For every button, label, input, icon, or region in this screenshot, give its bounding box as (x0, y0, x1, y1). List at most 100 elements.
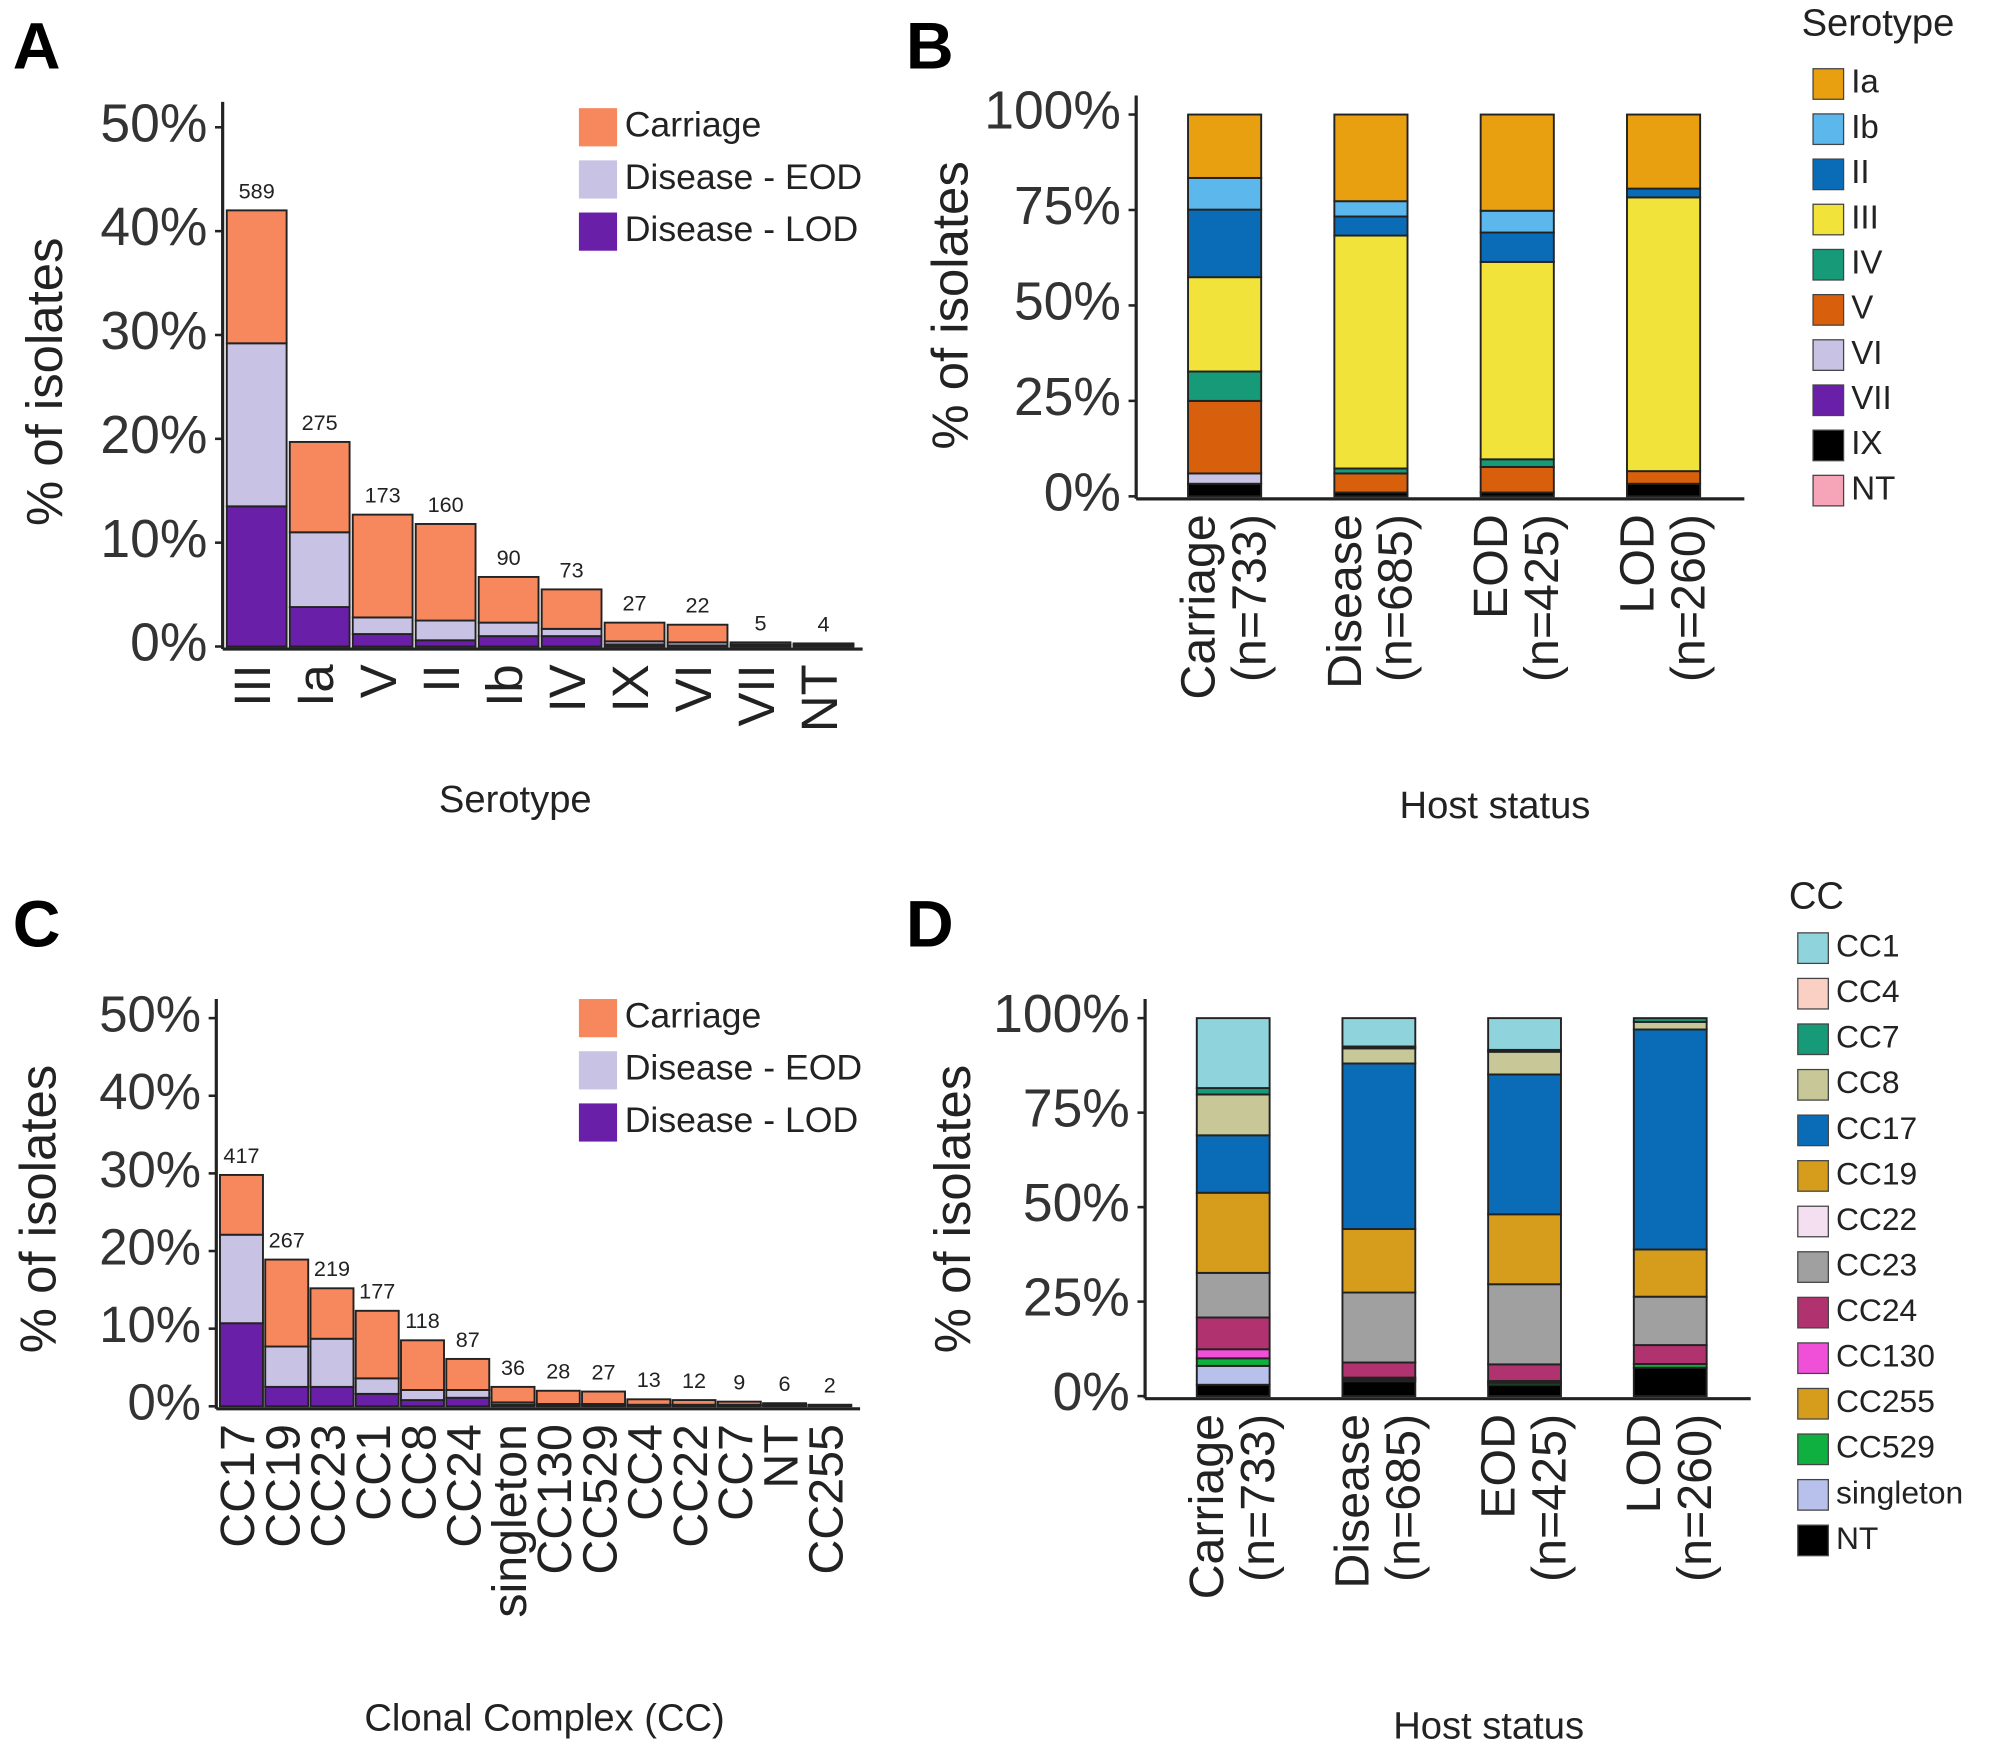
x-tick-label: CC19 (256, 1424, 310, 1548)
bar-segment (1187, 276, 1263, 373)
x-tick-sublabel: (n=260) (1661, 514, 1715, 682)
bar-segment (1632, 1020, 1708, 1031)
bar-total: 219 (314, 1256, 350, 1281)
bar-segment (1195, 1087, 1271, 1096)
x-tick-label: CC1 (347, 1424, 401, 1521)
bar-total: 73 (560, 557, 584, 582)
y-tick-label: 40% (99, 1063, 201, 1120)
bar-total: 275 (302, 410, 338, 435)
bar-segment (1195, 1271, 1271, 1319)
bar-segment (1333, 113, 1409, 203)
x-axis-label: Clonal Complex (CC) (364, 1697, 724, 1740)
bar-segment (1487, 1073, 1562, 1216)
bar-total: 589 (239, 178, 275, 203)
x-tick-label: VII (728, 664, 785, 726)
y-tick-label: 25% (1014, 368, 1121, 427)
bar-segment (354, 1309, 400, 1380)
bar-total: 13 (637, 1367, 661, 1392)
bar-segment (1341, 1062, 1417, 1230)
bar-total: 12 (682, 1368, 706, 1393)
bar-segment (477, 575, 540, 624)
legend-swatch (1797, 1387, 1829, 1420)
bar-segment (1195, 1093, 1271, 1137)
legend-label: CC23 (1836, 1246, 1917, 1282)
x-tick-label: III (224, 664, 281, 706)
legend-swatch (578, 108, 618, 147)
x-tick-label: NT (754, 1424, 808, 1488)
legend-label: II (1851, 154, 1869, 191)
bar-segment (354, 1377, 400, 1395)
legend-label: CC8 (1836, 1064, 1900, 1100)
y-tick-label: 40% (100, 198, 207, 257)
legend-swatch (1797, 1023, 1829, 1056)
y-tick-label: 0% (1044, 463, 1121, 522)
bar-segment (716, 1400, 762, 1406)
bar-segment (1195, 1364, 1271, 1386)
bar-segment (1487, 1283, 1562, 1366)
panel-letter: D (906, 888, 954, 962)
bar-segment (1195, 1316, 1271, 1351)
legend-label: CC24 (1836, 1292, 1917, 1328)
x-tick-sublabel: (n=733) (1231, 1414, 1285, 1582)
bar-segment (535, 1389, 581, 1405)
bar-segment (666, 623, 729, 644)
bar-segment (1632, 1017, 1708, 1023)
bar-segment (414, 523, 477, 622)
x-tick-label: II (413, 664, 470, 692)
bar-segment (807, 1403, 853, 1408)
legend-label: Carriage (625, 105, 762, 145)
x-tick-label: CC7 (709, 1424, 763, 1521)
y-tick-label: 0% (128, 1374, 202, 1431)
legend-swatch (1797, 1433, 1829, 1466)
bar-segment (1187, 399, 1263, 475)
x-tick-sublabel: (n=733) (1222, 514, 1276, 682)
bar-segment (671, 1399, 717, 1406)
legend-label: CC7 (1836, 1019, 1900, 1055)
bar-segment (1479, 458, 1555, 468)
legend-label: V (1851, 290, 1873, 327)
bar-segment (477, 635, 540, 648)
bar-total: 267 (269, 1227, 305, 1252)
y-tick-label: 50% (99, 986, 201, 1043)
legend-swatch (1812, 113, 1845, 146)
bar-segment (219, 1173, 264, 1236)
bar-segment (792, 642, 855, 646)
legend-label: IV (1851, 244, 1882, 281)
legend-swatch (578, 212, 618, 251)
bar-segment (1626, 470, 1702, 485)
bar-segment (1195, 1017, 1271, 1090)
legend-swatch (1797, 1114, 1829, 1147)
legend-swatch (1812, 474, 1845, 507)
bar-segment (1479, 231, 1555, 263)
bar-segment (1187, 472, 1263, 485)
bar-segment (1632, 1028, 1708, 1251)
x-tick-label: CC22 (664, 1424, 718, 1548)
legend-swatch (1812, 293, 1845, 326)
legend-swatch (1797, 1205, 1829, 1238)
bar-total: 27 (623, 591, 647, 616)
y-tick-label: 50% (100, 94, 207, 153)
legend-label: NT (1836, 1520, 1878, 1556)
bar-segment (626, 1398, 672, 1406)
y-tick-label: 0% (1053, 1363, 1130, 1422)
legend-swatch (1797, 1068, 1829, 1101)
bar-segment (540, 627, 603, 638)
legend-swatch (578, 160, 618, 199)
x-tick-label: CC529 (573, 1424, 627, 1575)
bar-segment (1479, 260, 1555, 461)
bar-segment (264, 1345, 310, 1388)
bar-segment (1195, 1357, 1271, 1367)
bar-segment (1479, 113, 1555, 212)
legend-label: Disease - LOD (625, 209, 858, 249)
legend-label: CC22 (1836, 1201, 1917, 1237)
bar-segment (1195, 1383, 1271, 1398)
y-tick-label: 30% (99, 1141, 201, 1198)
legend-label: CC130 (1836, 1338, 1935, 1374)
y-tick-label: 100% (984, 82, 1121, 141)
x-tick-label: CC130 (528, 1424, 582, 1575)
x-tick-sublabel: (n=685) (1369, 514, 1423, 682)
x-tick-label: EOD (1471, 1414, 1525, 1519)
x-tick-label: Carriage (1180, 1414, 1234, 1599)
bar-total: 90 (497, 545, 521, 570)
